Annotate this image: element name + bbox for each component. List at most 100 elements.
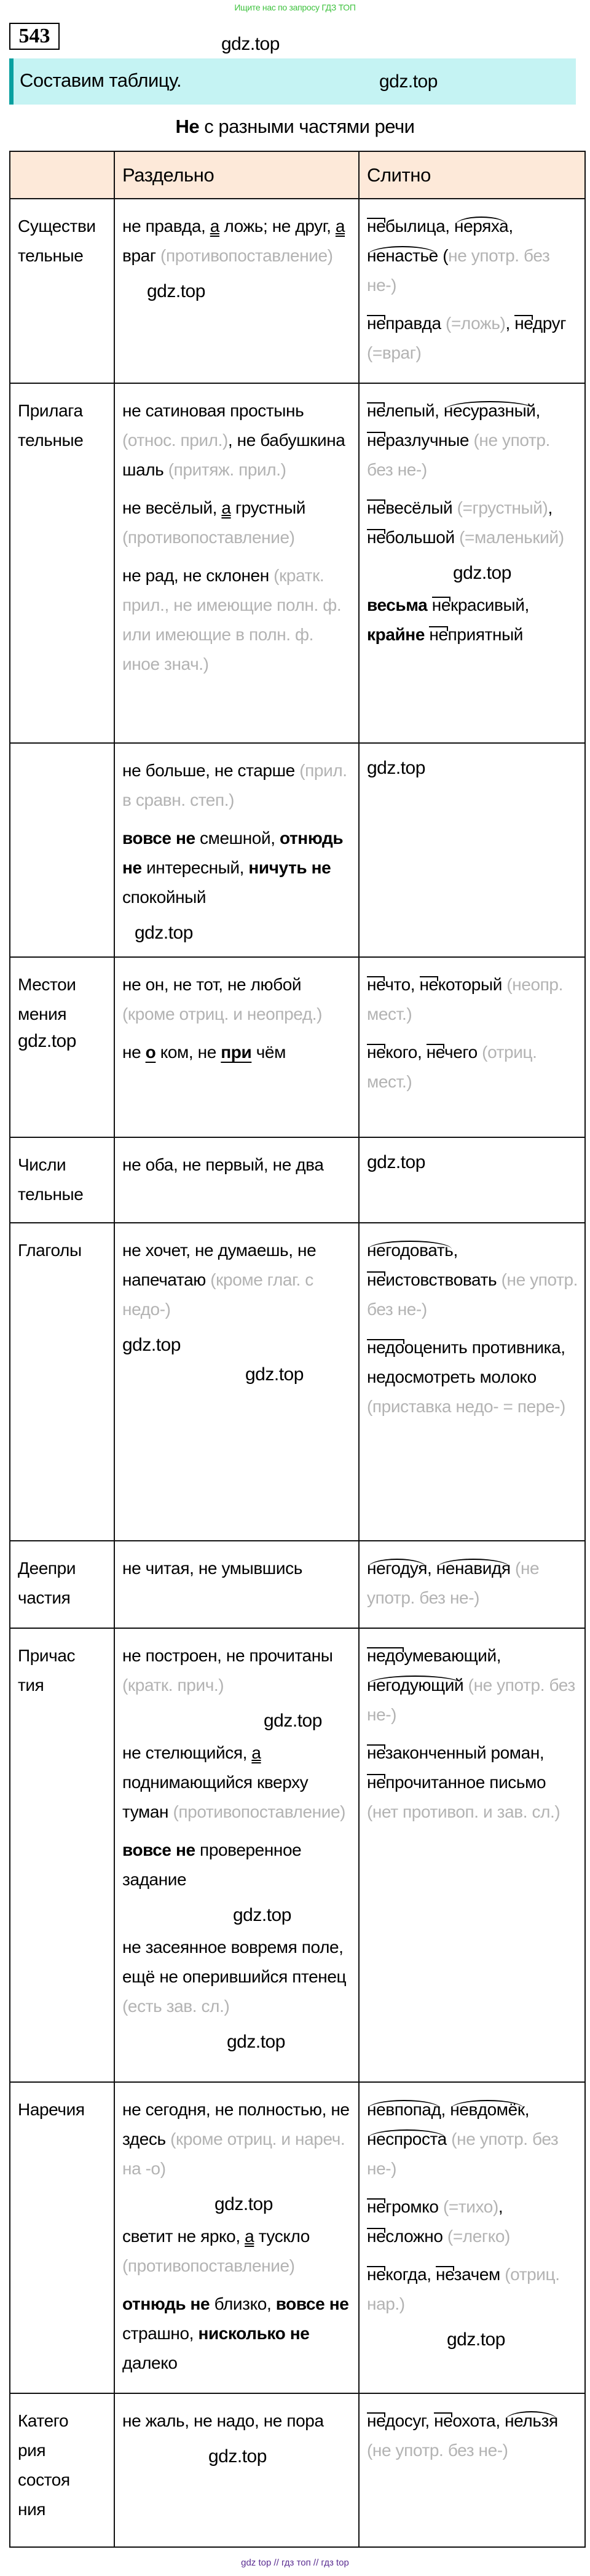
text: не построен, не прочитаны: [122, 1646, 333, 1665]
grammar-note: (не употр. без не-): [367, 431, 550, 479]
bold-intensifier: весьма: [367, 595, 428, 614]
text: не сегодня, не полностью, не здесь: [122, 2100, 350, 2149]
together-cell: gdz.top: [358, 1137, 586, 1223]
prefix-mark: не: [367, 498, 386, 517]
text: ,: [535, 401, 541, 420]
separate-cell: не правда, а ложь; не друг, а враг (прот…: [114, 198, 360, 384]
together-example: весьма некрасивый, крайне неприятный: [367, 590, 578, 650]
text: умевающий,: [404, 1646, 502, 1665]
root-arc-word: ненастье: [367, 246, 438, 265]
grammar-note: (=легко): [447, 2227, 510, 2246]
text: былица,: [385, 217, 455, 236]
text: не весёлый,: [122, 498, 222, 517]
table-header-row: Раздельно Слитно: [9, 151, 586, 199]
grammar-note: (кратк. прич.): [122, 1676, 224, 1695]
text: ,: [548, 498, 553, 517]
prefix-mark: не: [367, 1270, 386, 1289]
title-rest: с разными частями речи: [199, 116, 415, 137]
together-example: неправда (=ложь), недруг (=враг): [367, 309, 578, 368]
table-row: Наречия не сегодня, не полностью, не здес…: [9, 2081, 586, 2394]
grammar-note: (не употр. без не-): [367, 1270, 578, 1319]
text: что,: [385, 975, 420, 994]
part-of-speech-label: Глаголы: [9, 1222, 115, 1541]
part-of-speech-text: Катего рия состоя ния: [18, 2411, 70, 2519]
text: не жаль, не надо, не пора: [122, 2411, 324, 2430]
text: ,: [441, 2100, 450, 2119]
bold-intensifier: ничуть не: [248, 858, 331, 877]
separate-example: не засеянное вовремя поле, ещё не оперив…: [122, 1933, 352, 2021]
text: проверенное задание: [122, 1840, 302, 1889]
together-cell: нечто, некоторый (неопр. мест.) некого, н…: [358, 956, 586, 1138]
text: не стелющийся,: [122, 1743, 252, 1762]
prefix-mark: недо: [367, 1338, 404, 1357]
grammar-note: (противопоставление): [122, 528, 295, 547]
table-title: Не с разными частями речи: [0, 116, 590, 138]
part-of-speech-label: Числи тельные: [9, 1137, 115, 1223]
title-bold: Не: [175, 116, 200, 137]
separate-example: не рад, не склонен (кратк. прил., не име…: [122, 561, 352, 679]
separate-cell: не сатиновая простынь (относ. прил.), не…: [114, 383, 360, 744]
grammar-note: (=маленький): [459, 528, 564, 547]
separate-example: не жаль, не надо, не пора: [122, 2406, 352, 2436]
prefix-mark: не: [367, 2411, 385, 2430]
root-arc-word: невпопад: [367, 2100, 441, 2119]
text: [463, 1676, 468, 1695]
together-example: некогда, незачем (отриц. нар.): [367, 2260, 578, 2319]
text: страшно,: [122, 2324, 199, 2343]
text: оценить противника, недосмотреть молоко: [367, 1338, 565, 1386]
table-row: Глаголы не хочет, не думаешь, не напечата…: [9, 1222, 586, 1541]
separate-cell: не он, не тот, не любой (кроме отриц. и …: [114, 956, 360, 1138]
header-cell-together: Слитно: [358, 151, 586, 199]
bold-intensifier: вовсе не: [122, 1840, 195, 1859]
text: чём: [251, 1043, 286, 1062]
text: смешной,: [195, 829, 280, 848]
bold-intensifier: отнюдь не: [122, 2294, 210, 2313]
bold-intensifier: вовсе не: [122, 829, 195, 848]
grammar-note: не употр. без не-): [367, 246, 550, 295]
text: друг: [532, 314, 567, 333]
preposition: о: [145, 1043, 156, 1062]
together-cell: негодуя, ненавидя (не употр. без не-): [358, 1540, 586, 1629]
together-example: небылица, неряха, ненастье (не употр. бе…: [367, 212, 578, 300]
prefix-mark: не: [367, 975, 385, 994]
part-of-speech-label: [9, 742, 115, 958]
separate-example: не построен, не прочитаны (кратк. прич.): [122, 1641, 352, 1700]
part-of-speech-label: Местои мения gdz.top: [9, 956, 115, 1138]
separate-cell: не хочет, не думаешь, не напечатаю (кром…: [114, 1222, 360, 1541]
grammar-note: (прил. в сравн. степ.): [122, 761, 347, 809]
root-arc-word: негодуя: [367, 1559, 427, 1578]
text: поднимающийся кверху туман: [122, 1773, 309, 1821]
text: не больше, не старше: [122, 761, 300, 780]
watermark: gdz.top: [453, 563, 511, 583]
preposition: при: [221, 1043, 252, 1062]
text: лепый,: [385, 401, 444, 420]
text: большой: [385, 528, 460, 547]
text: когда,: [385, 2265, 436, 2284]
text: сложно: [385, 2227, 447, 2246]
grammar-note: (=тихо): [442, 2197, 498, 2216]
text: ,: [427, 1559, 436, 1578]
together-cell: небылица, неряха, ненастье (не употр. бе…: [358, 198, 586, 384]
text: ком, не: [155, 1043, 221, 1062]
bold-intensifier: вовсе не: [275, 2294, 349, 2313]
together-example: негодовать, неистовствовать (не употр. б…: [367, 1236, 578, 1324]
grammar-note: (отриц. мест.): [367, 1043, 537, 1091]
conjunction-a: а: [210, 217, 220, 236]
root-arc-word: несуразный: [443, 401, 536, 420]
separate-example: не хочет, не думаешь, не напечатаю (кром…: [122, 1236, 352, 1324]
separate-example: не сегодня, не полностью, не здесь (кром…: [122, 2095, 352, 2184]
watermark: gdz.top: [447, 2329, 505, 2350]
together-cell: невпопад, невдомёк, неспроста (не употр.…: [358, 2081, 586, 2394]
text: ,: [524, 2100, 530, 2119]
watermark: gdz.top: [122, 1335, 181, 1355]
together-example: негодуя, ненавидя (не употр. без не-): [367, 1554, 578, 1613]
separate-cell: не оба, не первый, не два: [114, 1137, 360, 1223]
exercise-number: 543: [9, 23, 60, 50]
prefix-mark: недо: [367, 1646, 404, 1665]
together-cell: gdz.top: [358, 742, 586, 958]
together-cell: недосуг, неохота, нельзя (не употр. без …: [358, 2393, 586, 2548]
text: не оба, не первый, не два: [122, 1155, 324, 1174]
text: далеко: [122, 2353, 178, 2372]
grammar-note: (не употр. без не-): [367, 1559, 540, 1607]
part-of-speech-text: Причас тия: [18, 1646, 76, 1695]
